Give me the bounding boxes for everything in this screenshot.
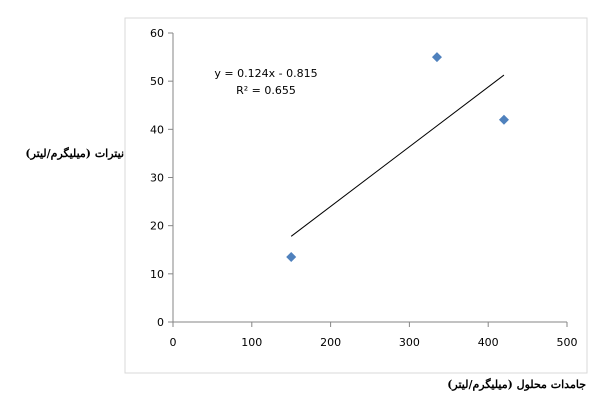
y-tick-label: 30 — [150, 172, 164, 185]
data-points — [286, 52, 509, 262]
data-point — [431, 52, 442, 63]
y-tick-label: 0 — [157, 316, 164, 329]
y-tick-label: 20 — [150, 220, 164, 233]
trendline-equation: y = 0.124x - 0.815 — [214, 67, 317, 80]
x-tick-label: 0 — [170, 336, 177, 349]
x-tick-label: 100 — [241, 336, 262, 349]
data-point — [498, 114, 509, 125]
x-tick-label: 300 — [399, 336, 420, 349]
trendline — [290, 74, 505, 237]
trendline-r2: R² = 0.655 — [236, 84, 296, 97]
chart-area-border — [124, 17, 588, 374]
tick-labels: 0 10 20 30 40 50 60 0 100 200 300 400 500 — [150, 27, 578, 349]
y-axis-label: نیترات (میلیگرم/لیتر) — [25, 147, 124, 160]
x-tick-label: 200 — [320, 336, 341, 349]
data-point — [286, 251, 297, 262]
y-tick-label: 50 — [150, 75, 164, 88]
y-tick-label: 40 — [150, 123, 164, 136]
y-tick-label: 60 — [150, 27, 164, 40]
y-tick-label: 10 — [150, 268, 164, 281]
x-axis-label: جامدات محلول (میلیگرم/لیتر) — [447, 378, 586, 391]
x-tick-label: 500 — [557, 336, 578, 349]
axes — [168, 32, 568, 327]
x-tick-label: 400 — [478, 336, 499, 349]
trendline-layer — [290, 74, 505, 237]
